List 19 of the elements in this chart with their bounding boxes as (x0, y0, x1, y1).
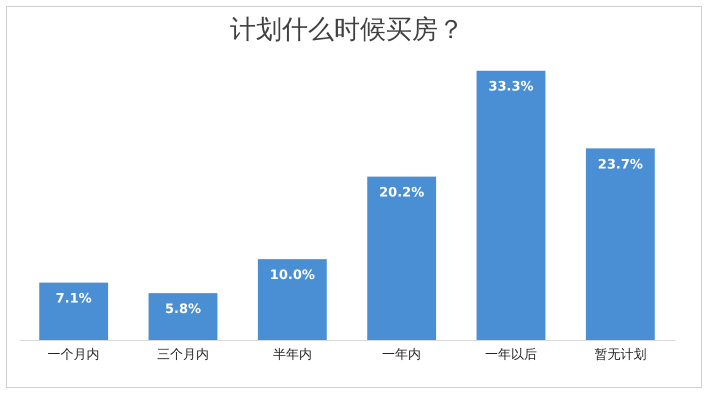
bar (39, 282, 108, 340)
x-tick-label: 一个月内 (48, 348, 100, 362)
data-label: 10.0% (270, 268, 315, 284)
data-label: 33.3% (488, 80, 534, 95)
x-tick-label: 三个月内 (157, 348, 209, 362)
data-label: 5.8% (164, 302, 202, 318)
chart-title: 计划什么时候买房？ (230, 15, 464, 45)
bar (586, 148, 655, 340)
data-label: 7.1% (56, 292, 92, 307)
bar (258, 259, 327, 340)
bar (148, 293, 218, 340)
bar (476, 70, 546, 340)
bar (367, 176, 436, 340)
x-tick-label: 暂无计划 (594, 348, 646, 362)
x-tick-label: 半年内 (272, 348, 312, 362)
data-label: 20.2% (379, 186, 424, 201)
x-tick-label: 一年内 (382, 348, 422, 362)
data-label: 23.7% (598, 157, 643, 172)
x-tick-label: 一年以后 (485, 348, 537, 362)
